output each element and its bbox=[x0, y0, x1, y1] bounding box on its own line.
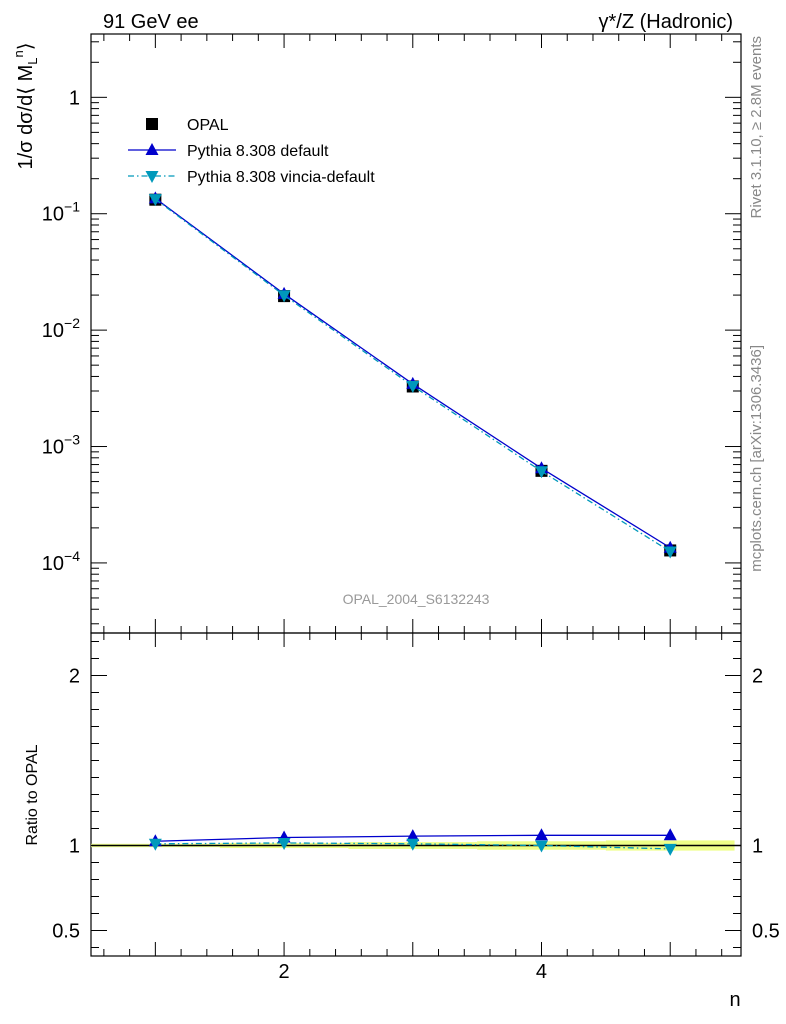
ratio-point-0 bbox=[663, 828, 677, 841]
ratio-y-tick-label-right: 1 bbox=[752, 836, 763, 858]
ratio-point-1 bbox=[277, 837, 291, 850]
ratio-y-tick-label: 2 bbox=[69, 666, 80, 688]
mcplots-label: mcplots.cern.ch [arXiv:1306.3436] bbox=[748, 345, 765, 572]
y-tick-exponent: −2 bbox=[64, 315, 80, 331]
ratio-point-1 bbox=[534, 840, 548, 853]
x-tick-label: 2 bbox=[279, 961, 290, 983]
y-tick-label: 10−4 bbox=[42, 548, 80, 575]
data-point-2 bbox=[277, 290, 291, 303]
series-line-1 bbox=[154, 197, 671, 549]
rivet-version-label: Rivet 3.1.10, ≥ 2.8M events bbox=[748, 36, 765, 219]
ratio-y-tick-label-right: 2 bbox=[752, 666, 763, 688]
ratio-y-tick-label: 0.5 bbox=[52, 921, 80, 943]
y-tick-label: 10−2 bbox=[42, 315, 80, 342]
x-tick-label: 4 bbox=[536, 961, 547, 983]
data-point-2 bbox=[663, 546, 677, 559]
data-point-2 bbox=[406, 381, 420, 394]
y-tick-label: 10−1 bbox=[42, 199, 80, 226]
ratio-point-0 bbox=[406, 829, 420, 842]
analysis-watermark: OPAL_2004_S6132243 bbox=[343, 591, 490, 607]
legend-marker bbox=[146, 118, 158, 130]
y-tick-exponent: −3 bbox=[64, 432, 80, 448]
y-tick-label: 10−3 bbox=[42, 432, 80, 459]
ratio-y-tick-label: 1 bbox=[69, 836, 80, 858]
legend-label: Pythia 8.308 vincia-default bbox=[187, 169, 375, 186]
ratio-panel: 2 4 0.5 0.5 1 1 2 2 bbox=[52, 632, 780, 983]
header-left: 91 GeV ee bbox=[103, 11, 199, 33]
ratio-ylabel: Ratio to OPAL bbox=[24, 744, 41, 845]
main-panel: 1 10−1 10−2 10−3 10−4 bbox=[42, 33, 742, 634]
main-ylabel: 1/σ dσ/d⟨ MLn⟩ bbox=[11, 42, 40, 169]
ratio-y-tick-label-right: 0.5 bbox=[752, 921, 780, 943]
ratio-point-1 bbox=[406, 838, 420, 851]
data-point-2 bbox=[534, 466, 548, 479]
y-tick-label: 1 bbox=[69, 87, 80, 109]
legend-marker bbox=[145, 143, 159, 155]
data-point-2 bbox=[148, 194, 162, 207]
header-right: γ*/Z (Hadronic) bbox=[599, 11, 733, 33]
legend: OPAL Pythia 8.308 default Pythia 8.308 vin… bbox=[128, 117, 375, 186]
ratio-point-1 bbox=[148, 838, 162, 851]
legend-label: Pythia 8.308 default bbox=[187, 143, 329, 160]
ratio-frame bbox=[90, 632, 742, 957]
series-line-2 bbox=[154, 198, 671, 552]
x-axis-label: n bbox=[729, 989, 740, 1011]
ratio-point-1 bbox=[663, 843, 677, 856]
ratio-point-0 bbox=[534, 828, 548, 841]
y-tick-exponent: −4 bbox=[64, 548, 80, 564]
legend-marker bbox=[145, 171, 159, 183]
y-tick-exponent: −1 bbox=[64, 199, 80, 215]
legend-label: OPAL bbox=[187, 117, 229, 134]
